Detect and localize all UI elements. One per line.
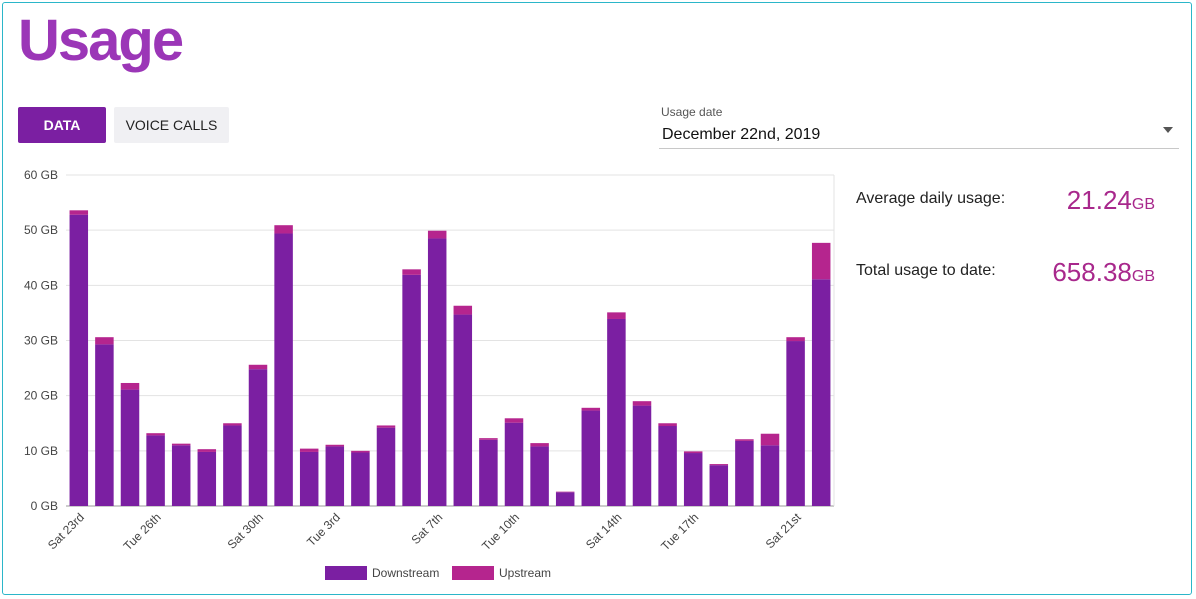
total-usage-value: 658.38GB (1052, 257, 1155, 288)
chevron-down-icon[interactable] (1163, 127, 1173, 133)
tab-voice-calls[interactable]: VOICE CALLS (114, 107, 229, 143)
usage-date-select[interactable]: Usage date December 22nd, 2019 (659, 102, 1179, 149)
usage-date-value: December 22nd, 2019 (662, 126, 821, 143)
usage-date-label: Usage date (661, 105, 723, 119)
average-usage-unit: GB (1131, 196, 1155, 213)
tab-data[interactable]: DATA (18, 107, 106, 143)
average-usage-value: 21.24GB (1067, 185, 1155, 216)
total-usage-unit: GB (1131, 268, 1155, 285)
page-title: Usage (18, 8, 184, 73)
total-usage-number: 658.38 (1052, 257, 1132, 287)
average-usage-number: 21.24 (1066, 185, 1132, 215)
total-usage-label: Total usage to date: (856, 262, 996, 279)
average-usage-label: Average daily usage: (856, 190, 1006, 207)
